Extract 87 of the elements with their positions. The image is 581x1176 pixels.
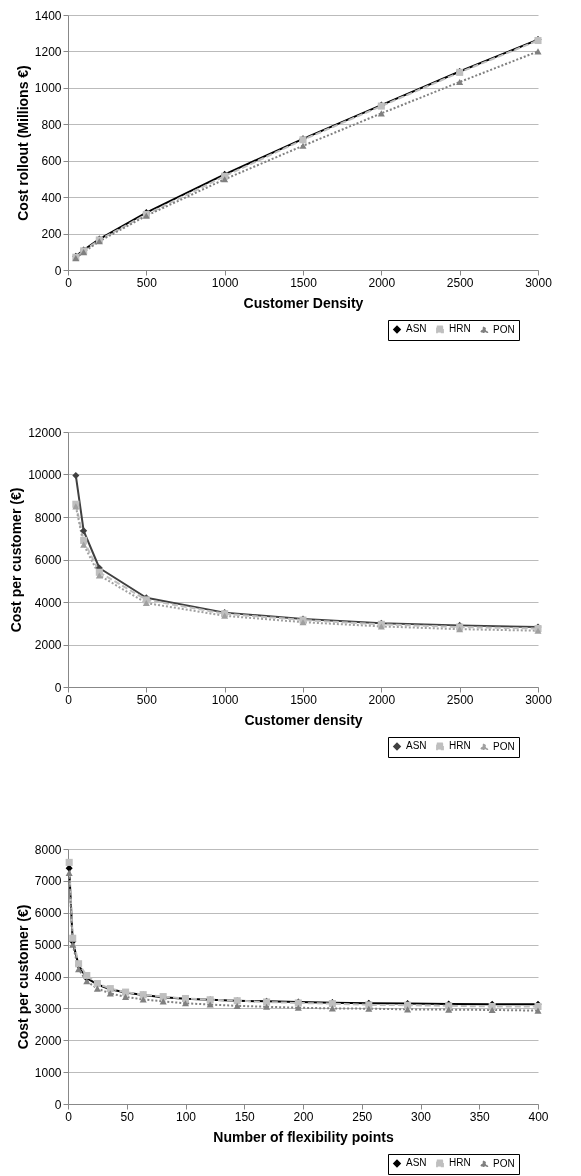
- y-tick-label: 3000: [34, 1001, 62, 1016]
- y-tick-label: 1000: [34, 1065, 62, 1080]
- y-tick-label: 0: [54, 680, 62, 695]
- x-tick-label: 1000: [211, 692, 239, 707]
- legend-label: ASN: [406, 1157, 427, 1169]
- y-tick-label: 4000: [34, 970, 62, 984]
- x-tick-label: 250: [352, 1109, 373, 1124]
- x-tick-label: 1000: [211, 275, 239, 290]
- legend-label: HRN: [449, 1157, 471, 1169]
- y-tick-label: 200: [41, 227, 62, 242]
- point: [65, 858, 73, 866]
- y-tick-label: 4000: [34, 595, 62, 610]
- point: [534, 1007, 542, 1014]
- point: [72, 472, 80, 480]
- x-tick-label: 0: [65, 275, 73, 290]
- x-tick-label: 400: [528, 1109, 549, 1124]
- y-tick-label: 1200: [34, 44, 62, 59]
- x-tick-label: 150: [234, 1109, 256, 1124]
- x-tick-label: 100: [175, 1109, 197, 1124]
- x-tick-label: 2500: [446, 692, 474, 707]
- legend-label: PON: [493, 323, 515, 335]
- y-tick-label: 6000: [34, 553, 62, 567]
- x-tick-label: 300: [410, 1109, 432, 1124]
- legend-label: ASN: [406, 740, 427, 752]
- x-tick-label: 2500: [446, 275, 474, 290]
- y-tick-label: 8000: [34, 510, 62, 525]
- point: [75, 966, 83, 973]
- point: [456, 78, 464, 86]
- y-tick-label: 800: [41, 117, 62, 132]
- x-tick-label: 350: [469, 1109, 491, 1124]
- y-tick-label: 12000: [28, 425, 62, 440]
- y-tick-label: 10000: [28, 468, 62, 482]
- x-tick-label: 1500: [290, 692, 318, 707]
- y-tick-label: 2000: [34, 1033, 62, 1048]
- y-tick-label: 7000: [34, 874, 62, 889]
- x-tick-label: 500: [136, 275, 158, 290]
- y-tick-label: 0: [54, 1097, 62, 1112]
- x-tick-label: 2000: [368, 275, 396, 290]
- x-tick-label: 1500: [290, 275, 318, 290]
- x-tick-label: 2000: [368, 692, 396, 707]
- legend-label: HRN: [449, 323, 471, 335]
- x-tick-label: 500: [136, 692, 158, 707]
- point: [93, 985, 101, 992]
- point: [181, 1000, 190, 1007]
- point: [69, 941, 77, 948]
- y-tick-label: 2000: [34, 638, 62, 652]
- x-tick-label: 3000: [525, 275, 553, 290]
- x-axis-title: Customer density: [244, 711, 363, 728]
- x-axis-title: Number of flexibility points: [213, 1128, 394, 1145]
- x-tick-label: 200: [293, 1109, 314, 1124]
- y-tick-label: 0: [54, 263, 62, 278]
- y-tick-label: 5000: [34, 938, 62, 953]
- point: [206, 1001, 214, 1008]
- point: [233, 1002, 241, 1009]
- x-tick-label: 50: [120, 1109, 135, 1124]
- y-axis-title: Cost rollout (Millions €): [14, 65, 31, 221]
- x-tick-label: 0: [65, 692, 73, 707]
- y-tick-label: 1000: [34, 81, 62, 96]
- y-axis-title: Cost per customer (€): [8, 487, 25, 633]
- point: [445, 1006, 453, 1013]
- point: [365, 1005, 373, 1012]
- y-axis-title: Cost per customer (€): [14, 904, 31, 1050]
- point: [299, 142, 307, 149]
- point: [221, 176, 229, 183]
- y-tick-label: 6000: [34, 906, 62, 921]
- point: [139, 996, 147, 1003]
- y-tick-label: 400: [41, 190, 62, 205]
- legend-label: ASN: [406, 323, 427, 335]
- point: [122, 993, 130, 1000]
- point: [80, 541, 88, 548]
- point: [294, 1004, 302, 1011]
- y-tick-label: 600: [41, 154, 62, 169]
- x-axis-title: Customer Density: [243, 294, 364, 311]
- point: [263, 1003, 271, 1010]
- y-tick-label: 8000: [34, 842, 62, 857]
- y-tick-label: 1400: [34, 8, 62, 23]
- point: [80, 536, 88, 544]
- x-tick-label: 0: [65, 1109, 73, 1124]
- point: [488, 1006, 496, 1014]
- x-tick-label: 3000: [525, 692, 553, 707]
- point: [83, 978, 91, 985]
- point: [65, 869, 73, 876]
- point: [142, 600, 150, 607]
- legend-label: PON: [493, 740, 515, 752]
- legend-label: PON: [493, 1157, 515, 1169]
- legend-label: HRN: [449, 740, 471, 752]
- point: [80, 527, 88, 535]
